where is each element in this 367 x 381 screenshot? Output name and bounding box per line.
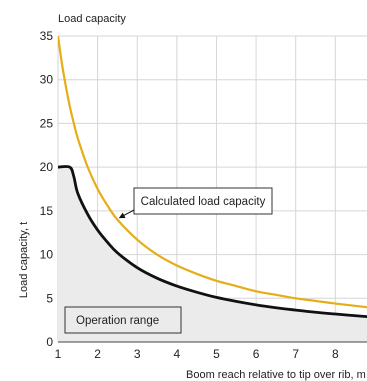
x-tick-label: 7 [292, 347, 299, 361]
y-tick-label: 25 [40, 116, 54, 130]
y-tick-label: 30 [40, 73, 54, 87]
y-tick-label: 20 [40, 160, 54, 174]
calculated-load-capacity-line [58, 36, 367, 309]
callout-label: Calculated load capacity [141, 196, 266, 208]
y-tick-label: 0 [46, 335, 53, 349]
operation-range-area [58, 166, 367, 342]
x-tick-label: 4 [174, 347, 181, 361]
permitted-load-capacity-line [58, 165, 367, 319]
x-tick-label: 2 [94, 347, 101, 361]
x-tick-label: 3 [134, 347, 141, 361]
x-tick-label: 1 [55, 347, 62, 361]
x-tick-label: 6 [253, 347, 260, 361]
x-tick-label: 5 [213, 347, 220, 361]
x-tick-label: 8 [332, 347, 339, 361]
y-tick-labels: 0 5 10 15 20 25 30 35 [40, 29, 54, 349]
operation-range-callout: Operation range [64, 306, 182, 334]
calculated-load-capacity-callout: Calculated load capacity [118, 187, 273, 219]
chart-title: Load capacity [58, 13, 126, 25]
y-axis-label: Load capacity, t [18, 222, 30, 298]
x-axis-label: Boom reach relative to tip over rib, m [186, 369, 366, 381]
y-tick-label: 15 [40, 204, 54, 218]
x-tick-labels: 1 2 3 4 5 6 7 8 [55, 347, 339, 361]
y-tick-label: 35 [40, 29, 54, 43]
series-layer [58, 36, 367, 319]
y-tick-label: 5 [46, 291, 53, 305]
callout-arrow [118, 209, 135, 219]
y-tick-label: 10 [40, 248, 54, 262]
operation-range-label: Operation range [76, 315, 159, 327]
